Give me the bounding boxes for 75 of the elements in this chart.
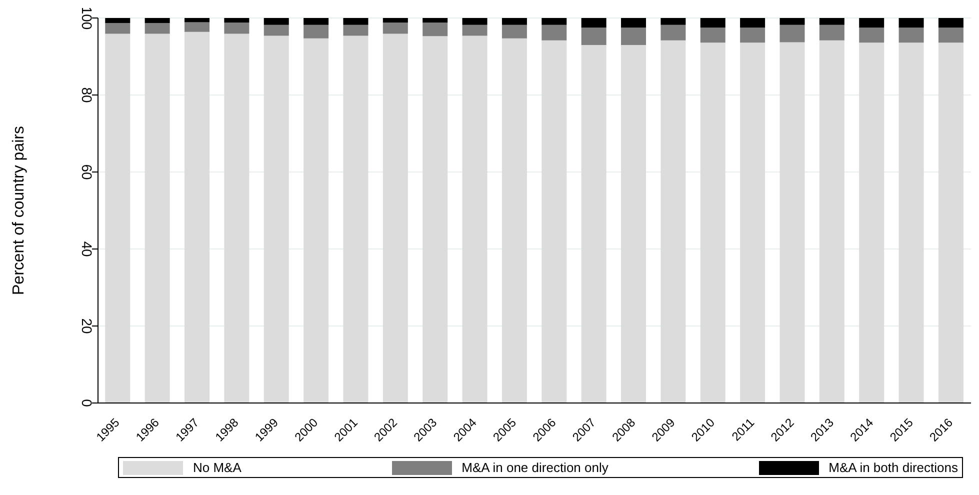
bar (343, 24, 368, 36)
bar (859, 28, 884, 43)
bar (422, 22, 448, 36)
bar (264, 24, 289, 36)
bar (660, 24, 686, 40)
bar (184, 22, 210, 32)
bar (581, 18, 606, 28)
bar (780, 24, 805, 42)
bar (224, 34, 250, 403)
bar (382, 34, 408, 403)
bar (542, 18, 567, 25)
bar (898, 28, 924, 43)
bar (621, 18, 646, 28)
bar (343, 36, 368, 403)
y-tick-label: 80 (79, 87, 95, 103)
bar (462, 36, 488, 403)
bar (542, 40, 567, 403)
bar (264, 36, 289, 403)
bar (422, 18, 448, 23)
bar (224, 22, 250, 34)
bar (382, 18, 408, 23)
bar (780, 42, 805, 403)
bar (740, 18, 766, 28)
bar (502, 18, 527, 25)
bar (700, 42, 726, 403)
bar (144, 34, 170, 403)
bar (621, 44, 646, 403)
y-tick-label: 0 (79, 399, 95, 408)
bar (462, 24, 488, 36)
y-axis-title: Percent of country pairs (10, 126, 28, 295)
bar (105, 23, 130, 34)
bar (581, 44, 606, 403)
bar (462, 18, 488, 25)
bar (184, 32, 210, 403)
bar (859, 42, 884, 403)
bar (502, 24, 527, 38)
bar (819, 24, 844, 40)
bar (382, 22, 408, 34)
bar (304, 38, 329, 403)
bar (502, 38, 527, 403)
legend-label: No M&A (193, 460, 242, 475)
bar (740, 42, 766, 403)
bar (700, 18, 726, 28)
bar (938, 28, 964, 43)
bar (105, 18, 130, 24)
bar (898, 18, 924, 28)
bar (581, 28, 606, 45)
bar (144, 23, 170, 34)
bar (819, 18, 844, 25)
bar (304, 18, 329, 25)
y-tick-label: 20 (79, 318, 95, 334)
bar (343, 18, 368, 25)
bar (542, 24, 567, 40)
bar (740, 28, 766, 43)
bar (700, 28, 726, 43)
bar (184, 18, 210, 22)
bar (621, 28, 646, 45)
bar (819, 40, 844, 403)
y-tick-label: 60 (79, 164, 95, 180)
bar (660, 40, 686, 403)
bar (938, 42, 964, 403)
bar (938, 18, 964, 28)
bar (660, 18, 686, 25)
y-tick-label: 40 (79, 241, 95, 257)
bar (105, 34, 130, 403)
bar (224, 18, 250, 23)
bar (898, 42, 924, 403)
legend-label: M&A in one direction only (462, 460, 608, 475)
bar (422, 36, 448, 403)
bar (859, 18, 884, 28)
bar (264, 18, 289, 25)
legend-label: M&A in both directions (828, 460, 958, 475)
bar (144, 18, 170, 24)
bar (780, 18, 805, 25)
bar (304, 24, 329, 38)
